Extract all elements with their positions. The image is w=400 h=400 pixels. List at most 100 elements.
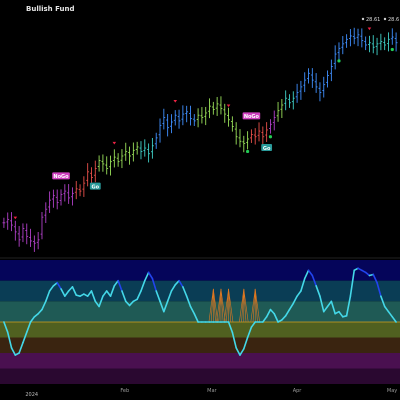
oscillator-segment bbox=[174, 279, 180, 286]
oscillator-segment bbox=[387, 310, 394, 318]
oscillator-segment bbox=[189, 305, 196, 315]
oscillator-segment bbox=[10, 347, 17, 356]
oscillator-segment bbox=[56, 281, 62, 290]
oscillator-segment bbox=[330, 300, 336, 315]
oscillator-segment bbox=[22, 331, 28, 344]
oscillator-band bbox=[0, 368, 400, 384]
oscillator-segment bbox=[71, 286, 78, 296]
nogo-badge bbox=[52, 172, 70, 180]
oscillator-segment bbox=[326, 300, 333, 308]
oscillator-segment bbox=[185, 295, 192, 308]
oscillator-segment bbox=[269, 308, 276, 315]
down-arrow-marker bbox=[226, 104, 231, 108]
oscillator-segment bbox=[273, 312, 279, 323]
oscillator-segment bbox=[147, 271, 154, 280]
x-tick-label: Mar bbox=[207, 388, 217, 394]
fan-marker-line bbox=[250, 288, 256, 323]
oscillator-segment bbox=[235, 347, 241, 356]
oscillator-segment bbox=[155, 290, 161, 303]
oscillator-segment bbox=[128, 300, 135, 307]
fan-marker-line bbox=[210, 288, 214, 323]
oscillator-segment bbox=[60, 288, 66, 297]
oscillator-segment bbox=[121, 290, 127, 303]
oscillator-segment bbox=[102, 290, 108, 297]
up-signal-marker bbox=[390, 47, 394, 52]
oscillator-segment bbox=[303, 269, 310, 280]
nogo-badge bbox=[242, 112, 261, 120]
up-signal-marker bbox=[245, 149, 250, 154]
oscillator-segment bbox=[281, 314, 287, 321]
go-badge-label: Go bbox=[263, 146, 271, 152]
go-badge bbox=[261, 144, 273, 152]
oscillator-segment bbox=[140, 279, 146, 292]
oscillator-segment bbox=[372, 273, 378, 284]
fan-marker-line bbox=[254, 288, 260, 323]
oscillator-segment bbox=[136, 290, 142, 301]
x-tick-label: Apr bbox=[293, 388, 303, 394]
oscillator-segment bbox=[52, 281, 59, 287]
oscillator-segment bbox=[48, 285, 55, 292]
oscillator-segment bbox=[41, 300, 47, 311]
oscillator-segment bbox=[315, 285, 321, 297]
oscillator-segment bbox=[67, 286, 74, 292]
oscillator-band bbox=[0, 301, 400, 322]
oscillator-segment bbox=[163, 300, 169, 313]
fan-marker-line bbox=[216, 288, 222, 323]
oscillator-segment bbox=[380, 295, 386, 308]
fan-marker-line bbox=[220, 288, 224, 323]
oscillator-segment bbox=[311, 274, 317, 287]
x-tick-label: Feb bbox=[120, 388, 129, 394]
oscillator-segment bbox=[193, 312, 199, 323]
fan-marker-line bbox=[252, 288, 256, 323]
oscillator-segment bbox=[231, 331, 237, 349]
fan-marker-line bbox=[226, 288, 229, 323]
fan-marker-line bbox=[243, 288, 247, 323]
down-arrow-marker bbox=[173, 100, 178, 103]
oscillator-segment bbox=[300, 277, 306, 292]
oscillator-segment bbox=[307, 269, 314, 277]
oscillator-segment bbox=[113, 279, 119, 287]
oscillator-band bbox=[0, 353, 400, 369]
go-badge bbox=[89, 182, 101, 190]
oscillator-segment bbox=[376, 281, 382, 297]
oscillator-segment bbox=[64, 290, 70, 297]
eye-icon bbox=[361, 17, 365, 21]
oscillator-segment bbox=[105, 290, 112, 297]
fan-marker-line bbox=[208, 288, 214, 323]
oscillator-segment bbox=[90, 290, 97, 303]
oscillator-segment bbox=[288, 302, 295, 311]
down-arrow-marker bbox=[367, 27, 372, 31]
oscillator-segment bbox=[44, 290, 51, 303]
nogo-badge-label: NoGo bbox=[53, 174, 69, 180]
oscillator-segment bbox=[242, 336, 249, 350]
fan-marker-line bbox=[218, 288, 222, 323]
oscillator-segment bbox=[159, 300, 165, 313]
fan-marker-line bbox=[228, 288, 232, 323]
nogo-badge-label: NoGo bbox=[244, 114, 260, 120]
oscillator-segment bbox=[246, 326, 253, 339]
go-badge-label: Go bbox=[92, 184, 100, 190]
oscillator-segment bbox=[182, 286, 188, 297]
down-arrow-marker bbox=[13, 216, 18, 220]
oscillator-segment bbox=[262, 316, 268, 323]
oscillator-segment bbox=[292, 295, 298, 305]
oscillator-segment bbox=[109, 285, 116, 297]
chart-title: Bullish Fund bbox=[26, 5, 75, 13]
up-signal-marker bbox=[268, 135, 273, 139]
oscillator-segment bbox=[345, 295, 352, 317]
oscillator-segment bbox=[178, 279, 184, 288]
oscillator-segment bbox=[3, 321, 9, 334]
oscillator-band bbox=[0, 322, 400, 338]
fan-marker-line bbox=[254, 288, 258, 323]
oscillator-segment bbox=[338, 310, 344, 318]
oscillator-segment bbox=[29, 316, 36, 323]
oscillator-segment bbox=[151, 277, 158, 292]
oscillator-segment bbox=[250, 321, 257, 328]
last-price-label: 28.61 bbox=[366, 17, 380, 23]
oscillator-segment bbox=[296, 290, 302, 297]
fan-marker-line bbox=[223, 288, 229, 323]
fan-marker-line bbox=[228, 288, 234, 323]
oscillator-segment bbox=[94, 300, 100, 308]
oscillator-segment bbox=[6, 331, 13, 349]
